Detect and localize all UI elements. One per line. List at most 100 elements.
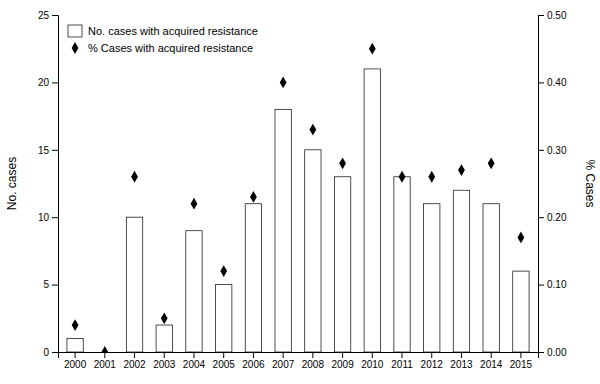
y-axis: 0 5 10 15 20 25 (38, 10, 59, 358)
tick-label: 0.20 (547, 212, 567, 223)
tick-mark (538, 352, 544, 353)
series (72, 43, 525, 352)
bar (156, 325, 172, 352)
legend-swatch (72, 42, 79, 54)
tick: 2000 (64, 352, 87, 370)
tick-label: 0.30 (547, 145, 567, 156)
marks (67, 43, 529, 352)
tick-mark (52, 352, 58, 353)
tick-mark (52, 217, 58, 218)
axis-title: No. cases (5, 157, 19, 210)
tick-label: 2004 (183, 359, 206, 370)
tick: 2001 (94, 352, 117, 370)
bar (424, 204, 440, 352)
tick-label: 2013 (450, 359, 473, 370)
tick-mark (52, 82, 58, 83)
tick: 2003 (153, 352, 176, 370)
point (339, 157, 346, 169)
axis-line (52, 16, 59, 353)
tick: 2015 (510, 352, 533, 370)
bar (245, 204, 261, 352)
legend-swatch (68, 25, 82, 37)
tick-mark (312, 352, 313, 358)
bar (67, 339, 83, 352)
tick-label: 2002 (123, 359, 146, 370)
legend: No. cases with acquired resistance % Case… (68, 25, 258, 54)
point (250, 191, 257, 203)
point (399, 171, 406, 183)
tick: 2014 (480, 352, 503, 370)
bar (186, 231, 202, 352)
tick-mark (193, 352, 194, 358)
tick: 0.20 (538, 212, 567, 223)
tick-mark (253, 352, 254, 358)
tick: 0.10 (538, 279, 567, 290)
tick-label: 15 (38, 145, 50, 156)
tick-mark (538, 150, 544, 151)
tick-mark (104, 352, 105, 358)
chart: 2000200120022003200420052006200720082009… (0, 0, 600, 384)
point (191, 198, 198, 210)
tick-label: 10 (38, 212, 50, 223)
point (369, 43, 376, 55)
tick-mark (491, 352, 492, 358)
tick-mark (164, 352, 165, 358)
bar (364, 69, 380, 352)
tick-mark (402, 352, 403, 358)
tick-label: 2009 (331, 359, 354, 370)
tick-label: 25 (38, 10, 50, 21)
tick-mark (342, 352, 343, 358)
tick-label: 20 (38, 77, 50, 88)
axis-line (59, 353, 539, 359)
tick: 2009 (331, 352, 354, 370)
tick: 0.40 (538, 77, 567, 88)
tick-label: 2008 (302, 359, 325, 370)
tick-label: 2003 (153, 359, 176, 370)
tick: 0.00 (538, 347, 567, 358)
tick: 25 (38, 10, 58, 21)
tick-label: 2006 (242, 359, 265, 370)
point (458, 164, 465, 176)
tick: 2010 (361, 352, 384, 370)
point (518, 232, 525, 244)
tick: 2002 (123, 352, 146, 370)
bar (305, 150, 321, 352)
tick-mark (52, 15, 58, 16)
series (67, 69, 529, 352)
tick-mark (223, 352, 224, 358)
point (428, 171, 435, 183)
tick-label: 2001 (94, 359, 117, 370)
axis-title: % Cases (583, 159, 597, 207)
bar (513, 271, 529, 352)
tick: 2011 (391, 352, 413, 370)
tick-mark (461, 352, 462, 358)
legend-item: % Cases with acquired resistance (72, 42, 253, 54)
bar (453, 190, 469, 352)
tick: 2005 (213, 352, 236, 370)
point (72, 319, 79, 331)
tick: 20 (38, 77, 58, 88)
legend-label: % Cases with acquired resistance (88, 42, 253, 54)
tick-mark (52, 150, 58, 151)
tick: 5 (43, 279, 58, 290)
tick-mark (52, 285, 58, 286)
tick: 0 (43, 347, 58, 358)
tick-label: 0.00 (547, 347, 567, 358)
tick: 2007 (272, 352, 295, 370)
tick: 2004 (183, 352, 206, 370)
tick-label: 2011 (391, 359, 413, 370)
point (220, 265, 227, 277)
point (161, 312, 168, 324)
legend-item: No. cases with acquired resistance (68, 25, 258, 37)
bar (275, 109, 291, 352)
tick: 10 (38, 212, 58, 223)
point (280, 77, 287, 89)
tick-label: 0.10 (547, 279, 567, 290)
tick-mark (538, 82, 544, 83)
point (488, 157, 495, 169)
tick-mark (372, 352, 373, 358)
tick-label: 2005 (213, 359, 236, 370)
tick: 0.50 (538, 10, 567, 21)
tick-mark (431, 352, 432, 358)
tick-mark (538, 217, 544, 218)
